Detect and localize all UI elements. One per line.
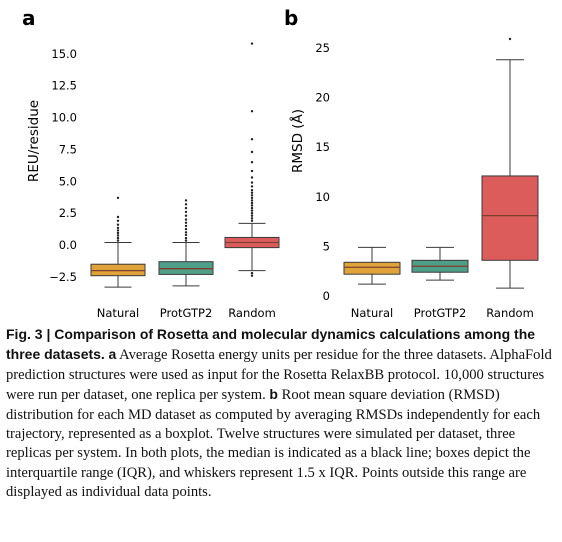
figure-caption: Fig. 3 | Comparison of Rosetta and molec… bbox=[6, 325, 558, 503]
box-random bbox=[481, 175, 539, 261]
outlier-point bbox=[116, 231, 120, 235]
outlier-point bbox=[184, 199, 188, 202]
caption-b-text: Root mean square deviation (RMSD) distri… bbox=[6, 387, 541, 501]
outlier-point bbox=[250, 219, 254, 222]
y-tick-label: 10 bbox=[315, 190, 330, 204]
x-tick-label: Random bbox=[486, 306, 534, 320]
outlier-point bbox=[250, 206, 254, 210]
y-tick-label: 0.0 bbox=[59, 238, 77, 252]
outlier-point bbox=[184, 236, 188, 240]
y-tick-label: 15.0 bbox=[51, 47, 77, 61]
outlier-point bbox=[250, 110, 254, 113]
outlier-point bbox=[508, 37, 512, 41]
outlier-point bbox=[250, 191, 254, 194]
outlier-point bbox=[184, 214, 188, 217]
panel-b-chart: 0 5 10 15 20 25 RMSD (Å) Natural ProtGTP2 Random bbox=[289, 37, 539, 320]
y-tick-label: 5 bbox=[323, 239, 330, 253]
outlier-point bbox=[250, 271, 254, 275]
y-tick-label: 25 bbox=[315, 41, 330, 55]
outlier-point bbox=[184, 239, 188, 242]
y-tick-label: 20 bbox=[315, 91, 330, 105]
outlier-point bbox=[116, 239, 120, 242]
outlier-point bbox=[250, 150, 254, 154]
y-tick-label: 10.0 bbox=[51, 111, 77, 125]
outlier-point bbox=[116, 229, 120, 232]
panel-a-chart: −2.5 0.0 2.5 5.0 7.5 10.0 12.5 15.0 REU/residue N… bbox=[26, 42, 280, 320]
panel-b-letter: b bbox=[284, 6, 298, 30]
y-tick-label: 12.5 bbox=[51, 79, 77, 93]
outlier-point bbox=[116, 196, 120, 200]
x-tick-label: ProtGTP2 bbox=[160, 306, 213, 320]
outlier-point bbox=[250, 209, 254, 212]
outlier-point bbox=[250, 196, 254, 200]
x-tick-label: ProtGTP2 bbox=[414, 306, 467, 320]
outlier-point bbox=[116, 236, 120, 240]
outlier-point bbox=[250, 169, 254, 173]
y-tick-label: 15 bbox=[315, 140, 330, 154]
x-tick-label: Random bbox=[228, 306, 276, 320]
outlier-point bbox=[250, 176, 254, 179]
outlier-point bbox=[250, 204, 254, 207]
figure: a b −2.5 0.0 2.5 5.0 7.5 10.0 12.5 15.0 REU/resi… bbox=[22, 6, 539, 320]
outlier-point bbox=[250, 42, 254, 45]
x-tick-label: Natural bbox=[97, 306, 139, 320]
outlier-point bbox=[250, 199, 254, 202]
outlier-point bbox=[116, 223, 120, 226]
x-tick-label: Natural bbox=[351, 306, 393, 320]
outlier-point bbox=[250, 212, 254, 215]
outlier-point bbox=[116, 219, 120, 222]
y-tick-label: 7.5 bbox=[59, 142, 77, 156]
y-tick-label: −2.5 bbox=[49, 270, 77, 284]
outlier-point bbox=[250, 214, 254, 217]
outlier-point bbox=[250, 217, 254, 220]
outlier-point bbox=[116, 215, 120, 219]
y-tick-label: 0 bbox=[323, 289, 330, 303]
outlier-point bbox=[116, 234, 120, 237]
outlier-point bbox=[250, 161, 254, 164]
y-tick-label: 2.5 bbox=[59, 206, 77, 220]
caption-title: Fig. 3 | Comparison of Rosetta and molec… bbox=[6, 326, 536, 363]
outlier-point bbox=[184, 227, 188, 231]
outlier-point bbox=[184, 203, 188, 206]
outlier-point bbox=[184, 233, 188, 237]
outlier-point bbox=[250, 185, 254, 188]
outlier-point bbox=[250, 138, 254, 141]
outlier-point bbox=[250, 189, 254, 192]
caption-b-letter: b bbox=[269, 386, 278, 403]
outlier-point bbox=[250, 181, 254, 184]
outlier-point bbox=[250, 194, 254, 197]
y-axis-label: RMSD (Å) bbox=[289, 109, 306, 173]
y-tick-label: 5.0 bbox=[59, 174, 77, 188]
outlier-point bbox=[184, 206, 188, 210]
outlier-point bbox=[184, 221, 188, 224]
outlier-point bbox=[184, 218, 188, 221]
box-natural bbox=[343, 261, 401, 275]
y-axis-label: REU/residue bbox=[26, 100, 42, 182]
outlier-point bbox=[116, 226, 120, 230]
outlier-point bbox=[250, 201, 254, 205]
outlier-point bbox=[184, 224, 188, 228]
outlier-point bbox=[184, 231, 188, 234]
outlier-point bbox=[184, 210, 188, 214]
panel-a-letter: a bbox=[22, 6, 36, 30]
caption-a-text: Average Rosetta energy units per residue… bbox=[6, 347, 552, 404]
outlier-point bbox=[250, 274, 254, 277]
caption-a-letter: a bbox=[108, 346, 117, 363]
